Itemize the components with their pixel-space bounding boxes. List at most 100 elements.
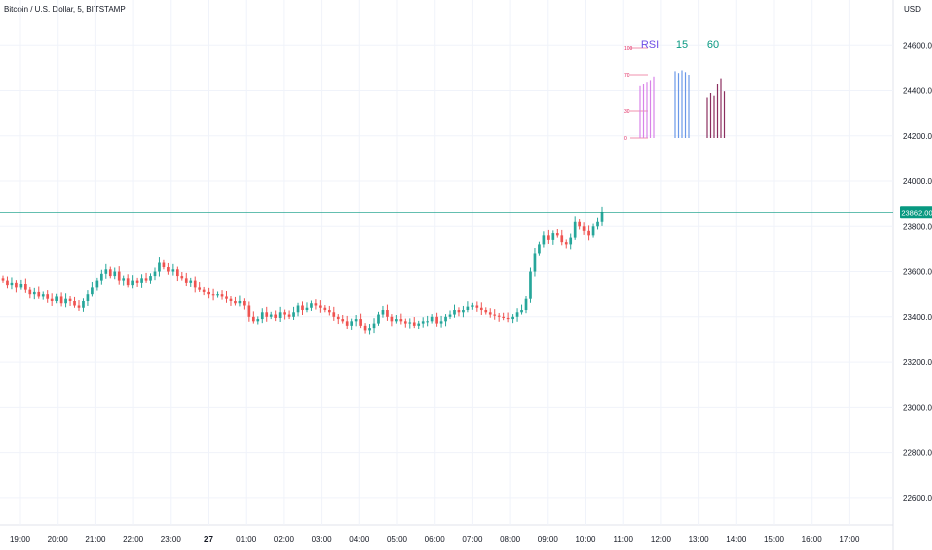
time-tick-label: 08:00	[500, 535, 521, 544]
candle-body	[296, 305, 300, 313]
candle-body	[569, 237, 573, 245]
candle-body	[582, 226, 586, 231]
candle-body	[350, 321, 354, 326]
candles	[1, 206, 604, 335]
rsi-level-label: 0	[624, 136, 627, 142]
candle-body	[100, 273, 103, 281]
time-tick-label: 05:00	[387, 535, 408, 544]
candle-body	[403, 321, 407, 324]
candle-body	[247, 305, 251, 317]
candle-body	[198, 287, 202, 290]
candle-body	[225, 296, 228, 299]
candle-body	[395, 319, 398, 322]
candle-body	[560, 235, 564, 243]
candle-body	[140, 278, 143, 283]
candle-body	[274, 314, 278, 318]
time-tick-label: 20:00	[48, 535, 69, 544]
candle-body	[64, 298, 67, 304]
candle-body	[265, 312, 269, 317]
time-tick-label: 04:00	[349, 535, 370, 544]
candle-body	[551, 233, 555, 240]
price-tick-label: 24600.00	[903, 41, 932, 50]
price-tick-label: 22800.00	[903, 449, 932, 458]
chart-title: Bitcoin / U.S. Dollar, 5, BITSTAMP	[4, 5, 126, 14]
candle-body	[6, 280, 9, 286]
candle-body	[435, 316, 438, 324]
time-tick-label: 07:00	[462, 535, 483, 544]
candle-body	[524, 298, 528, 311]
candle-body	[260, 312, 264, 320]
rsi-level-label: 100	[624, 46, 633, 52]
candle-body	[372, 323, 376, 329]
candle-body	[202, 289, 206, 292]
candle-body	[475, 305, 479, 308]
price-tick-label: 24000.00	[903, 177, 932, 186]
candle-body	[77, 305, 81, 308]
price-tick-label: 23200.00	[903, 358, 932, 367]
candle-body	[457, 310, 461, 313]
candle-body	[216, 294, 219, 296]
price-tick-label: 23000.00	[903, 403, 932, 412]
candle-body	[341, 319, 345, 322]
candle-body	[32, 291, 36, 295]
time-tick-label: 17:00	[839, 535, 860, 544]
candle-body	[484, 310, 488, 313]
candle-body	[256, 319, 260, 322]
candle-body	[287, 314, 291, 317]
candle-body	[229, 298, 233, 301]
time-tick-label: 06:00	[425, 535, 446, 544]
candle-body	[399, 319, 403, 322]
price-tick-label: 24400.00	[903, 87, 932, 96]
candle-body	[37, 291, 41, 297]
time-tick-label: 19:00	[10, 535, 31, 544]
time-tick-label: 13:00	[689, 535, 710, 544]
candle-body	[46, 294, 50, 299]
candle-body	[158, 262, 161, 272]
candle-body	[108, 269, 112, 277]
grid	[0, 0, 894, 550]
candle-body	[359, 319, 362, 326]
candle-body	[126, 278, 130, 286]
candle-body	[555, 233, 559, 236]
time-tick-label: 02:00	[274, 535, 295, 544]
rsi-header-label: 60	[707, 39, 719, 51]
candle-body	[453, 310, 456, 315]
candle-body	[269, 314, 273, 317]
candle-body	[547, 235, 550, 240]
rsi-level-label: 30	[624, 109, 630, 115]
price-axis[interactable]: USD 24600.00 24400.00 24200.00 24000.00 23800…	[903, 5, 932, 503]
rsi-header-label: RSI	[641, 39, 659, 51]
candle-body	[171, 269, 175, 272]
candle-body	[24, 283, 27, 290]
candle-body	[444, 316, 447, 322]
candle-body	[408, 322, 412, 324]
rsi-header-label: 15	[676, 39, 688, 51]
last-price-text: 23862.00	[901, 208, 932, 217]
time-axis[interactable]: 19:00 20:00 21:00 22:00 23:00 27 01:00 02:00 03:…	[10, 535, 860, 544]
candle-body	[292, 312, 295, 317]
candle-body	[363, 325, 367, 331]
time-tick-label: 03:00	[312, 535, 333, 544]
candle-body	[91, 287, 94, 295]
candle-body	[122, 278, 126, 281]
candle-body	[412, 322, 416, 326]
candle-body	[19, 283, 23, 288]
candle-body	[220, 294, 224, 297]
candle-body	[439, 321, 443, 324]
candle-body	[180, 276, 184, 279]
candle-body	[466, 306, 470, 311]
candle-body	[149, 276, 152, 281]
candle-body	[596, 221, 599, 227]
candle-body	[430, 316, 434, 322]
price-tick-label: 23400.00	[903, 313, 932, 322]
candle-body	[144, 278, 148, 281]
candle-body	[207, 291, 210, 295]
candle-body	[386, 310, 389, 317]
candle-body	[59, 296, 63, 304]
candle-body	[520, 310, 523, 313]
time-tick-label: 12:00	[651, 535, 672, 544]
candle-body	[86, 294, 90, 301]
candle-body	[1, 278, 5, 281]
candle-body	[323, 307, 327, 311]
